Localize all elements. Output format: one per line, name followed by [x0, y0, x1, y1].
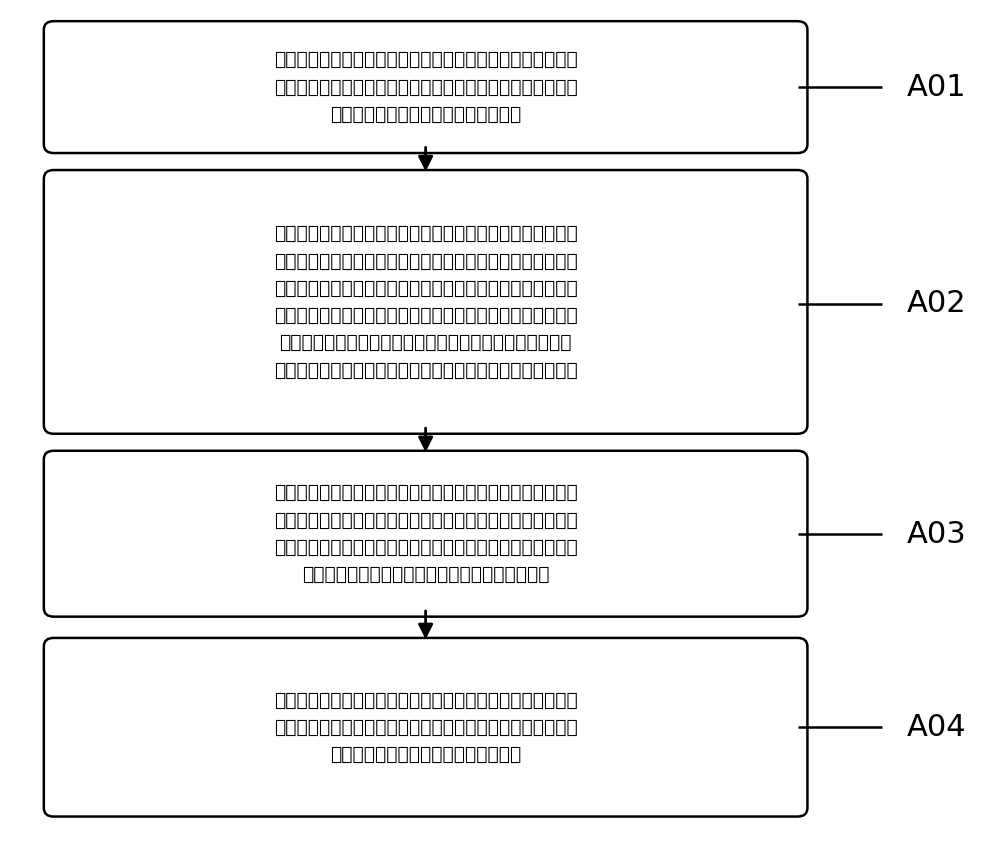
Text: A04: A04 [907, 713, 966, 741]
Text: A01: A01 [907, 73, 966, 101]
Text: 根据所述初步适配工艺对所述医疗植入物铸件进行制壳工艺，
并采用图像采集装置，对制壳工艺过程进行图像采集，获得制
壳图像数据，根据制壳图像数据，判断制备过程中医疗: 根据所述初步适配工艺对所述医疗植入物铸件进行制壳工艺， 并采用图像采集装置，对制… [274, 484, 578, 584]
Text: 搭建医疗植入物铸件制壳工艺适配模型，将所述每一步骤的参
变量输入到所述医疗植入物铸件制壳工艺适配模型进行参变量
练习，获得初步适配工艺，所述初步适配工艺包括浆料: 搭建医疗植入物铸件制壳工艺适配模型，将所述每一步骤的参 变量输入到所述医疗植入物… [274, 224, 578, 380]
FancyBboxPatch shape [44, 451, 807, 617]
FancyBboxPatch shape [44, 638, 807, 817]
Text: 获得医疗植入物铸件制壳工艺的流程步骤图，根据所述流程步
骤图，确定每一步骤的参变量，参变量包括浆料抽真空度、浆
料抽真空时间、粘浆时间、环境真空度: 获得医疗植入物铸件制壳工艺的流程步骤图，根据所述流程步 骤图，确定每一步骤的参变… [274, 51, 578, 124]
FancyBboxPatch shape [44, 170, 807, 434]
Text: 若所述医疗植入物铸件中浆料的致密性没有满足预设浆料流动
状态，对所述初步适配工艺进行调节，并将调节后的参变量传
输至医疗植入物铸件制壳工艺适配模型: 若所述医疗植入物铸件中浆料的致密性没有满足预设浆料流动 状态，对所述初步适配工艺… [274, 691, 578, 764]
Text: A02: A02 [907, 289, 966, 318]
FancyBboxPatch shape [44, 21, 807, 153]
Text: A03: A03 [907, 520, 966, 549]
